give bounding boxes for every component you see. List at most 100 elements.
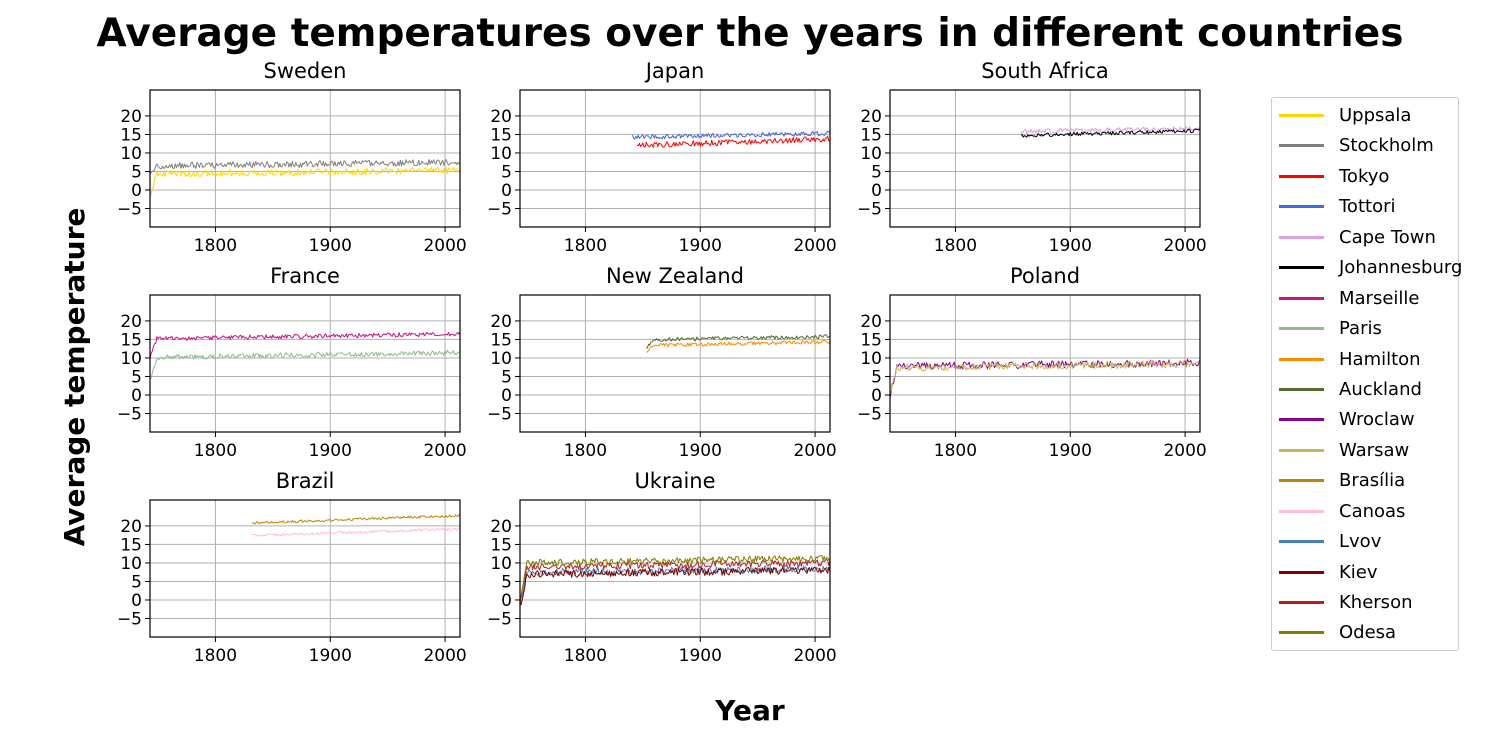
legend-item-lvov: Lvov — [1272, 527, 1458, 557]
x-tick-label: 1900 — [679, 236, 722, 256]
legend-item-tokyo: Tokyo — [1272, 162, 1458, 192]
legend-item-hamilton: Hamilton — [1272, 345, 1458, 375]
legend-label: Canoas — [1339, 500, 1406, 522]
x-tick-label: 1800 — [194, 236, 237, 256]
axes-frame — [149, 294, 461, 433]
x-tick-label: 1900 — [1049, 236, 1092, 256]
series-line-auckland — [646, 334, 831, 349]
legend-item-brasilia: Brasília — [1272, 466, 1458, 496]
subplot-title: Brazil — [276, 469, 335, 493]
legend-label: Tokyo — [1339, 165, 1390, 187]
legend-swatch — [1279, 631, 1324, 635]
legend-label: Odesa — [1339, 622, 1397, 644]
x-tick-label: 1900 — [1049, 441, 1092, 461]
y-tick-label: 15 — [860, 125, 882, 145]
y-tick-label: 0 — [501, 181, 512, 201]
legend-item-canoas: Canoas — [1272, 497, 1458, 527]
x-tick-label: 2000 — [423, 646, 466, 666]
legend-item-johannesburg: Johannesburg — [1272, 253, 1462, 283]
legend-label: Hamilton — [1339, 348, 1421, 370]
x-tick-label: 1800 — [564, 236, 607, 256]
subplot-title: Sweden — [264, 59, 347, 83]
legend-label: Tottori — [1339, 196, 1396, 218]
series-line-marseille — [149, 331, 461, 360]
y-tick-label: 20 — [860, 107, 882, 127]
y-tick-label: 15 — [860, 330, 882, 350]
series-line-tottori — [632, 130, 831, 140]
subplot-title: Ukraine — [634, 469, 715, 493]
series-line-hamilton — [646, 339, 831, 353]
axes-frame — [519, 499, 831, 638]
legend-label: Marseille — [1339, 287, 1420, 309]
x-tick-label: 1900 — [679, 441, 722, 461]
legend-label: Wroclaw — [1339, 409, 1415, 431]
series-line-tokyo — [636, 135, 831, 148]
legend-swatch — [1279, 144, 1324, 148]
y-tick-label: 15 — [490, 535, 512, 555]
subplot-title: South Africa — [981, 59, 1109, 83]
x-axis-label: Year — [714, 694, 785, 727]
y-tick-label: 10 — [490, 144, 512, 164]
series-line-warsaw — [889, 360, 1201, 395]
y-tick-label: 20 — [860, 312, 882, 332]
y-tick-label: 10 — [120, 554, 142, 574]
legend-item-kiev: Kiev — [1272, 558, 1458, 588]
legend-swatch — [1279, 266, 1324, 270]
legend-swatch — [1279, 174, 1324, 178]
x-tick-label: 2000 — [793, 236, 836, 256]
y-tick-label: 15 — [120, 125, 142, 145]
legend-item-marseille: Marseille — [1272, 284, 1458, 314]
legend-label: Lvov — [1339, 531, 1382, 553]
series-line-uppsala — [149, 166, 461, 197]
y-tick-label: 15 — [490, 125, 512, 145]
x-tick-label: 2000 — [793, 441, 836, 461]
y-tick-label: 20 — [120, 517, 142, 537]
y-tick-label: 0 — [131, 181, 142, 201]
y-tick-label: −5 — [857, 199, 882, 219]
x-tick-label: 1800 — [934, 236, 977, 256]
legend-label: Paris — [1339, 318, 1382, 340]
y-tick-label: 20 — [120, 107, 142, 127]
y-tick-label: 10 — [860, 144, 882, 164]
series-line-odesa — [519, 555, 831, 607]
y-tick-label: 10 — [490, 554, 512, 574]
subplot-title: France — [270, 264, 340, 288]
legend-swatch — [1279, 601, 1324, 604]
x-tick-label: 2000 — [423, 441, 466, 461]
legend-swatch — [1279, 387, 1324, 391]
y-tick-label: 0 — [501, 591, 512, 611]
axes-frame — [149, 89, 461, 228]
legend-swatch — [1279, 205, 1324, 209]
series-line-brasilia — [251, 514, 461, 525]
series-line-paris — [149, 349, 461, 379]
legend-swatch — [1279, 540, 1324, 544]
axes-frame — [519, 294, 831, 433]
legend-label: Brasília — [1339, 470, 1406, 492]
legend-label: Kiev — [1339, 561, 1378, 583]
y-tick-label: 5 — [131, 162, 142, 182]
legend-swatch — [1279, 327, 1324, 331]
y-tick-label: 5 — [871, 367, 882, 387]
x-tick-label: 1900 — [309, 236, 352, 256]
legend-swatch — [1279, 509, 1324, 513]
y-tick-label: 20 — [490, 107, 512, 127]
legend-swatch — [1279, 357, 1324, 361]
y-tick-label: 15 — [490, 330, 512, 350]
x-tick-label: 1800 — [564, 646, 607, 666]
subplot-title: Japan — [644, 59, 705, 83]
y-tick-label: −5 — [857, 404, 882, 424]
y-axis-label: Average temperature — [58, 208, 91, 547]
y-tick-label: −5 — [487, 199, 512, 219]
y-tick-label: 10 — [490, 349, 512, 369]
legend-swatch — [1279, 296, 1324, 300]
series-line-canoas — [252, 527, 461, 537]
y-tick-label: 10 — [860, 349, 882, 369]
legend-swatch — [1279, 418, 1324, 422]
legend-item-cape-town: Cape Town — [1272, 223, 1458, 253]
y-tick-label: 0 — [131, 386, 142, 406]
legend-item-stockholm: Stockholm — [1272, 131, 1458, 161]
legend-label: Warsaw — [1339, 439, 1410, 461]
y-tick-label: 0 — [871, 386, 882, 406]
